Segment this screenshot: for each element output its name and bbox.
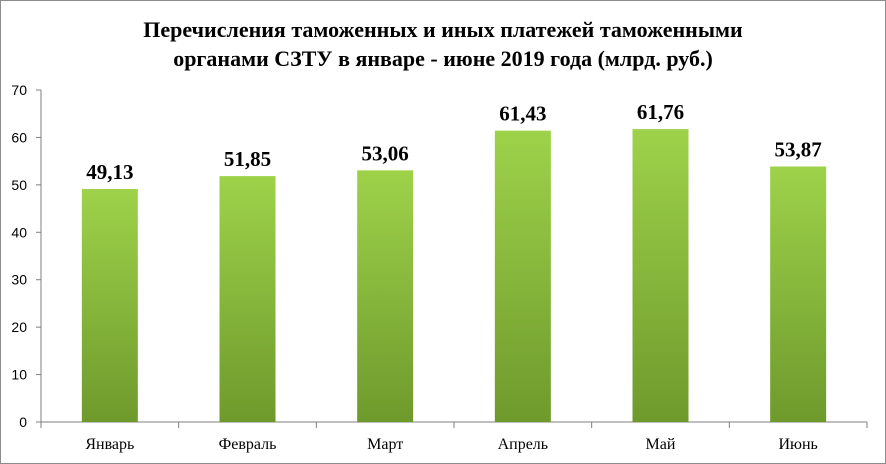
x-category-label: Апрель xyxy=(498,436,549,453)
data-label: 51,85 xyxy=(224,147,271,171)
bar xyxy=(357,170,414,422)
x-category-label: Январь xyxy=(85,436,134,453)
y-tick-label: 50 xyxy=(11,177,27,193)
chart-title: Перечисления таможенных и иных платежей … xyxy=(1,15,885,73)
x-category-label: Март xyxy=(367,436,403,453)
x-category-label: Июнь xyxy=(778,436,817,453)
y-tick-label: 30 xyxy=(11,272,27,288)
y-tick-label: 0 xyxy=(19,414,27,430)
chart-title-line-2: органами СЗТУ в январе - июне 2019 года … xyxy=(173,46,713,71)
bar xyxy=(770,166,827,422)
bar xyxy=(632,129,689,422)
data-label: 61,76 xyxy=(637,100,684,124)
y-tick-label: 60 xyxy=(11,129,27,145)
x-category-label: Февраль xyxy=(219,436,277,453)
y-tick-label: 10 xyxy=(11,367,27,383)
x-category-label: Май xyxy=(646,436,676,453)
bar xyxy=(81,188,138,422)
data-label: 61,43 xyxy=(499,102,546,126)
y-tick-label: 40 xyxy=(11,224,27,240)
bar xyxy=(219,176,276,422)
y-tick-label: 20 xyxy=(11,319,27,335)
bar xyxy=(494,130,551,422)
data-label: 53,87 xyxy=(775,138,822,162)
y-tick-label: 70 xyxy=(11,82,27,98)
chart-title-line-1: Перечисления таможенных и иных платежей … xyxy=(143,17,743,42)
data-label: 53,06 xyxy=(362,141,409,165)
data-label: 49,13 xyxy=(86,160,133,184)
